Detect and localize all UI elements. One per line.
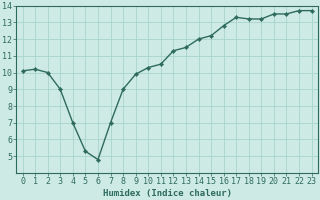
X-axis label: Humidex (Indice chaleur): Humidex (Indice chaleur): [103, 189, 232, 198]
